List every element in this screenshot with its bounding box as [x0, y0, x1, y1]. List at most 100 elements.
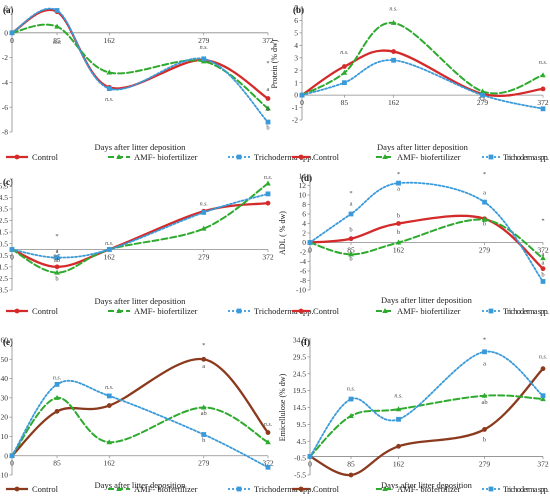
significance-annotation: b	[397, 212, 400, 219]
x-tick-label: 0	[10, 459, 14, 468]
y-tick-label: 5.5	[0, 181, 8, 190]
legend-marker	[236, 308, 242, 314]
x-tick-label: 85	[53, 36, 61, 45]
series-line-amf-biofertilizer	[11, 182, 269, 274]
x-tick-label: 162	[393, 246, 405, 255]
series-line-trichoderma-spp	[301, 59, 544, 110]
x-tick-label: 0	[10, 36, 14, 45]
legend-label: AMF- biofertilizer	[134, 306, 198, 316]
x-tick-label: 0	[300, 98, 304, 107]
significance-annotation: *	[541, 218, 544, 225]
x-tick-label: 279	[198, 252, 210, 261]
significance-annotation: a	[202, 363, 205, 370]
y-tick-label: 9.5	[297, 420, 307, 429]
data-point	[54, 255, 60, 260]
y-tick-label: 4.5	[0, 193, 8, 202]
data-point	[540, 393, 546, 399]
legend-label: Control	[313, 306, 340, 316]
y-tick-label: 40	[1, 374, 9, 383]
data-point	[201, 210, 207, 215]
legend-marker	[116, 308, 122, 313]
chart-panel-3: (c)5.54.53.52.51.50.5-0.5-1.5-2.5-3.5085…	[0, 175, 274, 306]
data-point	[540, 366, 546, 372]
legend-label: Trichoderma spp.	[254, 484, 314, 494]
legend-marker	[14, 308, 20, 314]
data-point	[265, 119, 271, 125]
legend-label: Control	[313, 484, 340, 494]
x-tick-label: 85	[341, 98, 349, 107]
data-point	[54, 8, 60, 13]
y-tick-label: 2.5	[0, 216, 8, 225]
legend-label: Trichoderma spp.	[503, 484, 549, 494]
data-point	[540, 86, 546, 92]
legend-label: Control	[32, 306, 59, 316]
legend-label: Control	[32, 152, 59, 162]
y-tick-label: -2.5	[0, 274, 8, 283]
data-point	[54, 394, 60, 400]
x-tick-label: 279	[477, 98, 489, 107]
series-line-control	[300, 49, 545, 97]
y-tick-label: 29.5	[293, 352, 306, 361]
legend-marker	[116, 486, 122, 491]
significance-annotation: a	[350, 200, 353, 207]
data-point	[200, 225, 207, 231]
y-tick-label: 14	[299, 172, 307, 181]
series-line-trichoderma-spp	[309, 181, 544, 283]
data-point	[201, 356, 207, 362]
y-tick-label: -2	[292, 116, 298, 125]
significance-annotation: *	[349, 190, 352, 197]
x-tick-label: 372	[537, 459, 549, 468]
legend-label: AMF- biofertilizer	[134, 484, 198, 494]
y-tick-label: 50	[1, 355, 9, 364]
data-point	[106, 69, 113, 75]
significance-annotation: n.s.	[394, 393, 402, 399]
y-tick-label: -3.5	[0, 286, 8, 295]
x-tick-label: 162	[104, 459, 116, 468]
data-point	[396, 443, 401, 449]
legend-label: Control	[32, 484, 59, 494]
y-tick-label: 14.5	[293, 403, 306, 412]
series-line-trichoderma-spp	[11, 379, 269, 469]
y-tick-label: 2	[4, 4, 8, 13]
legend-marker	[14, 154, 20, 160]
significance-annotation: a	[483, 190, 486, 197]
data-point	[106, 439, 113, 445]
y-tick-label: 19.5	[293, 386, 306, 395]
x-tick-label: 279	[479, 459, 491, 468]
y-tick-label: -0.5	[294, 454, 306, 463]
significance-annotation: n.s.	[340, 50, 348, 56]
y-tick-label: -5.5	[294, 471, 306, 480]
significance-annotation: ab	[481, 399, 487, 406]
significance-annotation: a	[483, 360, 486, 367]
series-line-control	[308, 214, 545, 270]
y-tick-label: 5	[294, 28, 298, 37]
data-point	[540, 266, 546, 272]
legend-marker	[14, 486, 20, 492]
panel-label: (a)	[3, 5, 14, 15]
panel-label: (f)	[301, 337, 310, 347]
data-point	[540, 255, 546, 261]
data-point	[540, 279, 546, 284]
significance-annotation: a	[56, 248, 59, 255]
data-point	[106, 247, 112, 252]
significance-annotation: ab	[201, 410, 207, 417]
y-tick-label: 2	[294, 66, 298, 75]
significance-annotation: b	[202, 437, 205, 444]
chart-panel-1: (a)20-2-4-6-8085162279372Energy ( MJ kg⁻…	[2, 4, 274, 152]
data-point	[342, 64, 347, 69]
significance-annotation: n.s.	[200, 201, 208, 207]
y-tick-label: 20	[1, 413, 9, 422]
significance-annotation: n.s.	[105, 385, 113, 391]
y-tick-label: 24.5	[293, 369, 306, 378]
x-axis-title: Days after litter deposition	[95, 296, 187, 306]
chart-panel-6: (f)34.5 29.5 24.5 19.5 14.5 9.5 4.5 -0.5 -5.50 85…	[278, 336, 549, 490]
data-point	[54, 269, 60, 275]
data-point	[348, 236, 354, 242]
legend-label: Control	[313, 152, 340, 162]
x-tick-label: 162	[388, 98, 400, 107]
data-point	[348, 251, 354, 257]
x-tick-label: 279	[479, 246, 491, 255]
y-tick-label: 60	[1, 336, 9, 345]
